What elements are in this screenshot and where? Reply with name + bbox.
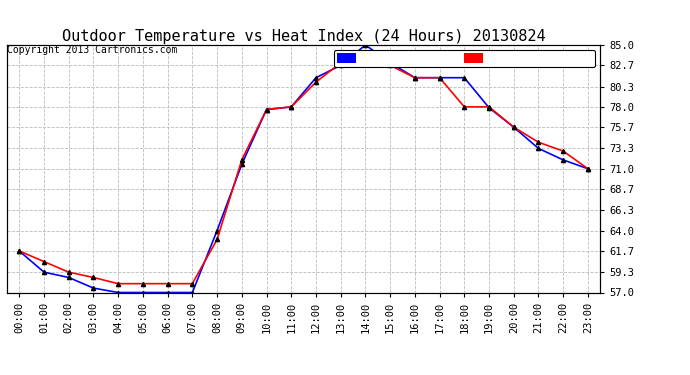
Title: Outdoor Temperature vs Heat Index (24 Hours) 20130824: Outdoor Temperature vs Heat Index (24 Ho… <box>62 29 545 44</box>
Text: Copyright 2013 Cartronics.com: Copyright 2013 Cartronics.com <box>7 45 177 55</box>
Legend: Heat Index  (°F), Temperature  (°F): Heat Index (°F), Temperature (°F) <box>334 50 595 67</box>
